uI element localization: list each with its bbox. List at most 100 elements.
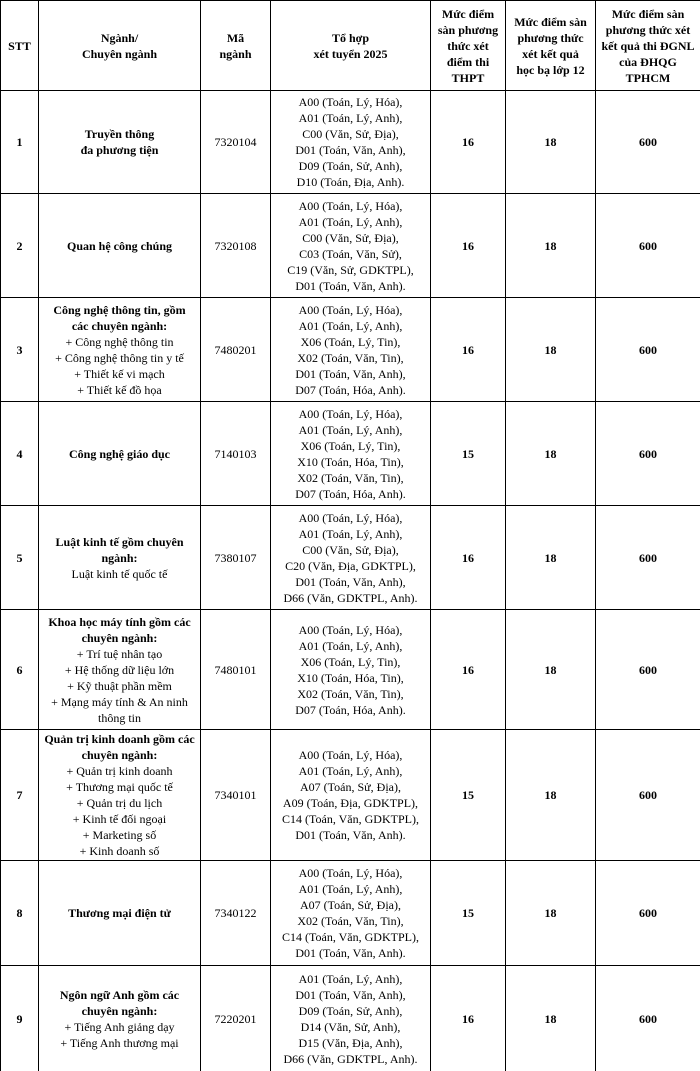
code-cell: 7480201 <box>201 298 271 402</box>
major-title: Công nghệ thông tin, gồm <box>42 302 197 318</box>
combo-cell: A00 (Toán, Lý, Hóa),A01 (Toán, Lý, Anh),… <box>271 610 431 730</box>
score-cell: 16 <box>431 506 506 610</box>
score-cell: 600 <box>596 506 700 610</box>
combo-cell: A00 (Toán, Lý, Hóa),A01 (Toán, Lý, Anh),… <box>271 730 431 861</box>
score-cell: 15 <box>431 861 506 966</box>
table-row: 1Truyền thôngđa phương tiện7320104A00 (T… <box>1 91 700 194</box>
combo: A00 (Toán, Lý, Hóa), <box>274 747 427 763</box>
score-cell: 18 <box>506 610 596 730</box>
combo: C19 (Văn, Sử, GDKTPL), <box>274 262 427 278</box>
combo: A00 (Toán, Lý, Hóa), <box>274 198 427 214</box>
combo: D07 (Toán, Hóa, Anh). <box>274 382 427 398</box>
header-cell: Tổ hợpxét tuyển 2025 <box>271 1 431 91</box>
combo-cell: A00 (Toán, Lý, Hóa),A01 (Toán, Lý, Anh),… <box>271 298 431 402</box>
stt-cell: 3 <box>1 298 39 402</box>
combo: A01 (Toán, Lý, Anh), <box>274 318 427 334</box>
header-text: Mã <box>204 30 267 46</box>
stt-cell: 5 <box>1 506 39 610</box>
code-cell: 7380107 <box>201 506 271 610</box>
score-cell: 16 <box>431 966 506 1071</box>
major-title: Khoa học máy tính gồm các <box>42 614 197 630</box>
combo-cell: A01 (Toán, Lý, Anh),D01 (Toán, Văn, Anh)… <box>271 966 431 1071</box>
header-cell: Mức điểm sànphương thức xétkết quả thi Đ… <box>596 1 700 91</box>
header-text: phương thức xét <box>599 22 697 38</box>
combo: X10 (Toán, Hóa, Tin), <box>274 454 427 470</box>
score-cell: 600 <box>596 730 700 861</box>
combo-cell: A00 (Toán, Lý, Hóa),A01 (Toán, Lý, Anh),… <box>271 91 431 194</box>
combo: D07 (Toán, Hóa, Anh). <box>274 702 427 718</box>
header-text: Tổ hợp <box>274 30 427 46</box>
combo: X02 (Toán, Văn, Tin), <box>274 913 427 929</box>
code-cell: 7320108 <box>201 194 271 298</box>
header-text: Mức điểm sàn <box>599 6 697 22</box>
specialization: + Quản trị kinh doanh <box>42 763 197 779</box>
code-cell: 7220201 <box>201 966 271 1071</box>
combo: D01 (Toán, Văn, Anh). <box>274 827 427 843</box>
score-cell: 15 <box>431 402 506 506</box>
combo: A07 (Toán, Sử, Địa), <box>274 897 427 913</box>
combo: A07 (Toán, Sử, Địa), <box>274 779 427 795</box>
header-row: STTNgành/Chuyên ngànhMãngànhTổ hợpxét tu… <box>1 1 700 91</box>
header-cell: Mức điểm sànphương thứcxét kết quảhọc bạ… <box>506 1 596 91</box>
major-title: chuyên ngành: <box>42 1003 197 1019</box>
specialization: + Công nghệ thông tin y tế <box>42 350 197 366</box>
specialization: + Hệ thống dữ liệu lớn <box>42 662 197 678</box>
code-cell: 7320104 <box>201 91 271 194</box>
combo: X06 (Toán, Lý, Tin), <box>274 438 427 454</box>
stt-cell: 6 <box>1 610 39 730</box>
score-cell: 15 <box>431 730 506 861</box>
table-row: 6Khoa học máy tính gồm cácchuyên ngành:+… <box>1 610 700 730</box>
header-text: THPT <box>434 70 502 86</box>
combo: D66 (Văn, GDKTPL, Anh). <box>274 590 427 606</box>
combo-cell: A00 (Toán, Lý, Hóa),A01 (Toán, Lý, Anh),… <box>271 506 431 610</box>
combo: C20 (Văn, Địa, GDKTPL), <box>274 558 427 574</box>
combo: A01 (Toán, Lý, Anh), <box>274 110 427 126</box>
header-cell: Ngành/Chuyên ngành <box>39 1 201 91</box>
code-cell: 7340122 <box>201 861 271 966</box>
table-row: 8Thương mại điện tử7340122A00 (Toán, Lý,… <box>1 861 700 966</box>
table-body: 1Truyền thôngđa phương tiện7320104A00 (T… <box>1 91 700 1071</box>
score-cell: 16 <box>431 298 506 402</box>
score-cell: 16 <box>431 194 506 298</box>
header-text: STT <box>4 38 35 54</box>
combo: A09 (Toán, Địa, GDKTPL), <box>274 795 427 811</box>
header-text: Mức điểm <box>434 6 502 22</box>
combo: D01 (Toán, Văn, Anh), <box>274 366 427 382</box>
major-title: đa phương tiện <box>42 142 197 158</box>
major-cell: Luật kinh tế gồm chuyênngành:Luật kinh t… <box>39 506 201 610</box>
stt-cell: 1 <box>1 91 39 194</box>
combo: A00 (Toán, Lý, Hóa), <box>274 302 427 318</box>
specialization: thông tin <box>42 710 197 726</box>
score-cell: 18 <box>506 91 596 194</box>
major-cell: Truyền thôngđa phương tiện <box>39 91 201 194</box>
major-title: Quản trị kinh doanh gồm các <box>42 731 197 747</box>
major-title: các chuyên ngành: <box>42 318 197 334</box>
code-cell: 7140103 <box>201 402 271 506</box>
specialization: + Marketing số <box>42 827 197 843</box>
combo: A01 (Toán, Lý, Anh), <box>274 214 427 230</box>
combo: D01 (Toán, Văn, Anh), <box>274 574 427 590</box>
major-title: Ngôn ngữ Anh gồm các <box>42 987 197 1003</box>
major-title: Luật kinh tế gồm chuyên <box>42 534 197 550</box>
header-cell: STT <box>1 1 39 91</box>
score-cell: 600 <box>596 91 700 194</box>
table-row: 3Công nghệ thông tin, gồmcác chuyên ngàn… <box>1 298 700 402</box>
combo: A01 (Toán, Lý, Anh), <box>274 881 427 897</box>
combo: A00 (Toán, Lý, Hóa), <box>274 94 427 110</box>
combo: D01 (Toán, Văn, Anh). <box>274 945 427 961</box>
score-cell: 18 <box>506 730 596 861</box>
specialization: + Mạng máy tính & An ninh <box>42 694 197 710</box>
header-text: sàn phương <box>434 22 502 38</box>
major-title: ngành: <box>42 550 197 566</box>
major-cell: Khoa học máy tính gồm cácchuyên ngành:+ … <box>39 610 201 730</box>
table-row: 2Quan hệ công chúng7320108A00 (Toán, Lý,… <box>1 194 700 298</box>
header-cell: Mức điểmsàn phươngthức xétđiểm thiTHPT <box>431 1 506 91</box>
major-cell: Công nghệ thông tin, gồmcác chuyên ngành… <box>39 298 201 402</box>
specialization: + Công nghệ thông tin <box>42 334 197 350</box>
specialization: + Tiếng Anh thương mại <box>42 1035 197 1051</box>
combo: A01 (Toán, Lý, Anh), <box>274 526 427 542</box>
combo: X06 (Toán, Lý, Tin), <box>274 334 427 350</box>
combo: A01 (Toán, Lý, Anh), <box>274 638 427 654</box>
